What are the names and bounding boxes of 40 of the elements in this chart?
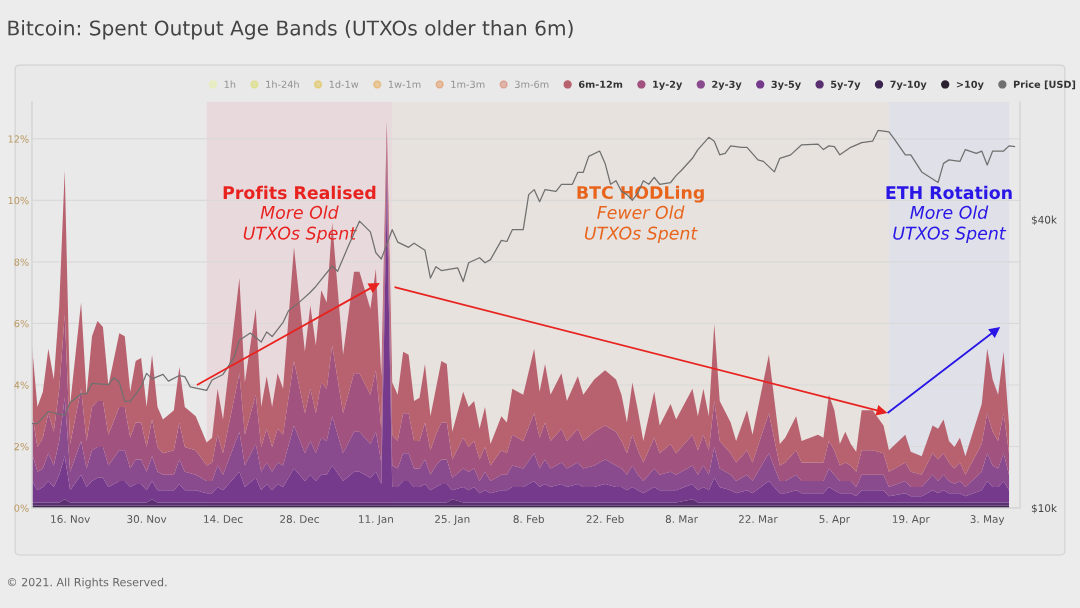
y-tick-label: 8% [14, 258, 29, 266]
x-tick-label: 11. Jan [359, 515, 393, 525]
legend-label: 1y-2y [653, 80, 683, 90]
band-label: BTC HODLing Fewer Old UTXOs Spent [577, 185, 704, 244]
x-tick-label: 19. Apr [892, 515, 930, 526]
y2-tick-label: $40k [1031, 215, 1057, 226]
legend-label: >10y [956, 80, 984, 90]
x-tick-label: 16. Nov [51, 515, 90, 523]
y-tick-label: 6% [14, 319, 29, 328]
x-tick-label: 5. Apr [819, 515, 850, 526]
x-tick-label: 22. Mar [738, 515, 778, 523]
legend-label: 7y-10y [890, 80, 927, 90]
legend-label: 5y-7y [831, 80, 861, 90]
legend-label: 3m-6m [515, 80, 549, 88]
x-tick-label: 28. Dec [280, 515, 319, 523]
x-tick-label: 3. May [970, 515, 1005, 526]
legend-label: 1w-1m [388, 80, 421, 88]
y-tick-label: 2% [14, 442, 29, 451]
x-tick-label: 8. Feb [513, 514, 544, 523]
legend-label: 1d-1w [329, 80, 359, 88]
y-tick-label: 10% [8, 196, 29, 205]
x-tick-label: 14. Dec [204, 515, 243, 523]
x-tick-label: 30. Nov [127, 515, 167, 523]
x-tick-label: 25. Jan [435, 515, 470, 525]
legend-label: 2y-3y [712, 80, 742, 90]
chart-title: Bitcoin: Spent Output Age Bands (UTXOs older than 6m) [8, 20, 573, 40]
y-tick-label: 4% [14, 381, 29, 389]
x-tick-label: 8. Mar [665, 515, 698, 523]
legend-label: 1h-24h [266, 80, 299, 88]
legend-label: 6m-12m [578, 80, 623, 88]
band-label: ETH Rotation More Old UTXOs Spent [886, 185, 1012, 244]
x-tick-label: 22. Feb [586, 514, 624, 523]
legend-label: Price [USD] [1013, 80, 1076, 90]
legend-label: 3y-5y [771, 80, 801, 90]
text: © 2021. All Rights Reserved. [8, 577, 167, 589]
y-tick-label: 12% [8, 135, 29, 143]
y2-tick-label: $10k [1031, 504, 1057, 514]
y-tick-label: 0% [14, 504, 29, 512]
legend-label: 1h [224, 80, 236, 88]
legend-label: 1m-3m [451, 80, 485, 88]
